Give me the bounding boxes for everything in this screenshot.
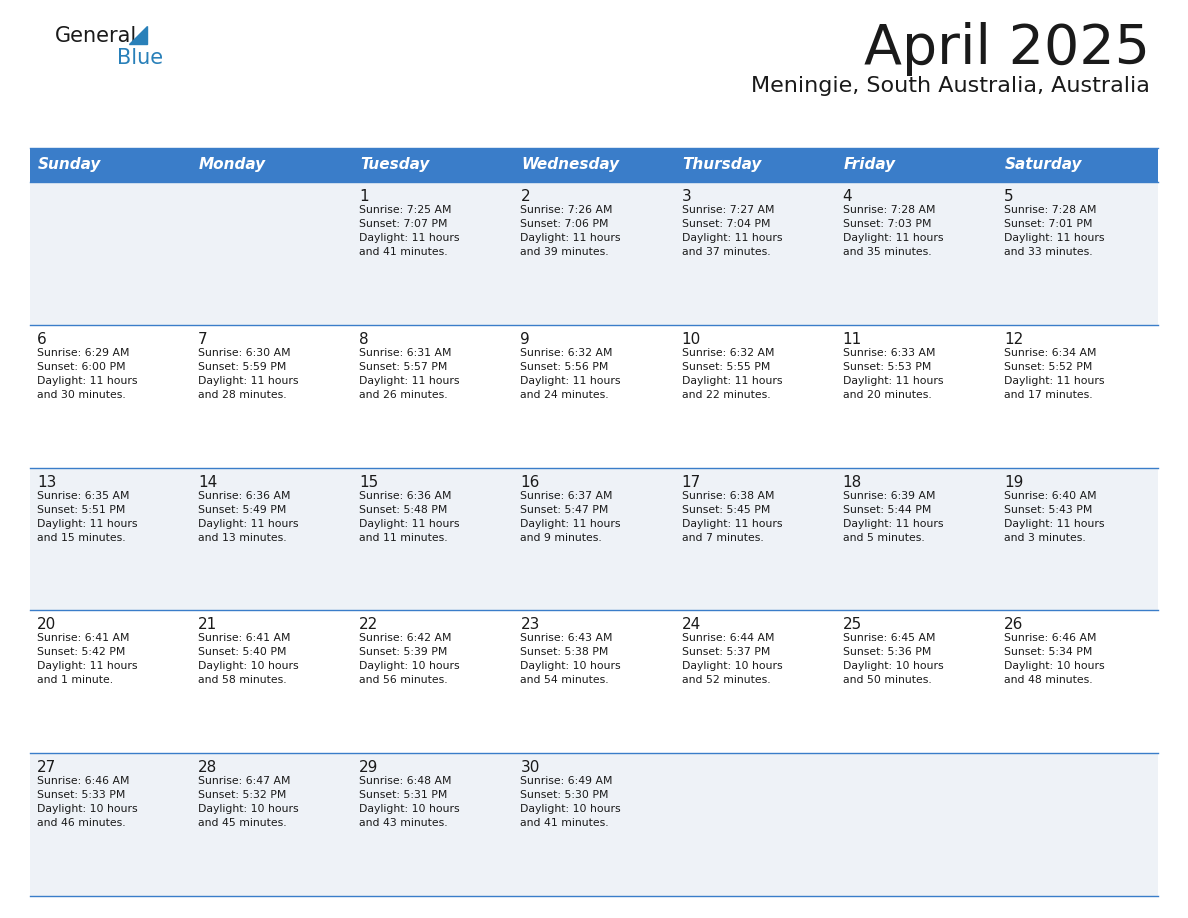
Text: Sunrise: 6:31 AM
Sunset: 5:57 PM
Daylight: 11 hours
and 26 minutes.: Sunrise: 6:31 AM Sunset: 5:57 PM Dayligh…	[359, 348, 460, 400]
Text: Sunrise: 6:35 AM
Sunset: 5:51 PM
Daylight: 11 hours
and 15 minutes.: Sunrise: 6:35 AM Sunset: 5:51 PM Dayligh…	[37, 490, 138, 543]
Text: Sunrise: 7:25 AM
Sunset: 7:07 PM
Daylight: 11 hours
and 41 minutes.: Sunrise: 7:25 AM Sunset: 7:07 PM Dayligh…	[359, 205, 460, 257]
Text: Sunrise: 6:33 AM
Sunset: 5:53 PM
Daylight: 11 hours
and 20 minutes.: Sunrise: 6:33 AM Sunset: 5:53 PM Dayligh…	[842, 348, 943, 400]
Text: Friday: Friday	[843, 158, 896, 173]
Text: 9: 9	[520, 331, 530, 347]
Text: Sunrise: 6:44 AM
Sunset: 5:37 PM
Daylight: 10 hours
and 52 minutes.: Sunrise: 6:44 AM Sunset: 5:37 PM Dayligh…	[682, 633, 782, 686]
Text: Sunrise: 6:42 AM
Sunset: 5:39 PM
Daylight: 10 hours
and 56 minutes.: Sunrise: 6:42 AM Sunset: 5:39 PM Dayligh…	[359, 633, 460, 686]
Bar	[30, 148, 1158, 182]
Text: 13: 13	[37, 475, 56, 489]
Text: 25: 25	[842, 618, 862, 633]
Text: Sunrise: 6:43 AM
Sunset: 5:38 PM
Daylight: 10 hours
and 54 minutes.: Sunrise: 6:43 AM Sunset: 5:38 PM Dayligh…	[520, 633, 621, 686]
Text: 26: 26	[1004, 618, 1023, 633]
Text: Meningie, South Australia, Australia: Meningie, South Australia, Australia	[751, 76, 1150, 96]
Bar	[30, 182, 1158, 325]
Bar	[30, 753, 1158, 896]
Text: Sunrise: 7:28 AM
Sunset: 7:01 PM
Daylight: 11 hours
and 33 minutes.: Sunrise: 7:28 AM Sunset: 7:01 PM Dayligh…	[1004, 205, 1105, 257]
Text: Sunrise: 6:41 AM
Sunset: 5:40 PM
Daylight: 10 hours
and 58 minutes.: Sunrise: 6:41 AM Sunset: 5:40 PM Dayligh…	[198, 633, 298, 686]
Text: 30: 30	[520, 760, 539, 775]
Text: 2: 2	[520, 189, 530, 204]
Text: Wednesday: Wednesday	[522, 158, 620, 173]
Text: Sunrise: 6:47 AM
Sunset: 5:32 PM
Daylight: 10 hours
and 45 minutes.: Sunrise: 6:47 AM Sunset: 5:32 PM Dayligh…	[198, 777, 298, 828]
Text: 7: 7	[198, 331, 208, 347]
Text: 27: 27	[37, 760, 56, 775]
Bar	[30, 325, 1158, 467]
Text: Sunrise: 7:26 AM
Sunset: 7:06 PM
Daylight: 11 hours
and 39 minutes.: Sunrise: 7:26 AM Sunset: 7:06 PM Dayligh…	[520, 205, 621, 257]
Text: Sunrise: 6:32 AM
Sunset: 5:55 PM
Daylight: 11 hours
and 22 minutes.: Sunrise: 6:32 AM Sunset: 5:55 PM Dayligh…	[682, 348, 782, 400]
Text: April 2025: April 2025	[864, 22, 1150, 76]
Text: Sunrise: 6:32 AM
Sunset: 5:56 PM
Daylight: 11 hours
and 24 minutes.: Sunrise: 6:32 AM Sunset: 5:56 PM Dayligh…	[520, 348, 621, 400]
Text: General: General	[55, 26, 138, 46]
Text: Sunrise: 6:37 AM
Sunset: 5:47 PM
Daylight: 11 hours
and 9 minutes.: Sunrise: 6:37 AM Sunset: 5:47 PM Dayligh…	[520, 490, 621, 543]
Text: Blue: Blue	[116, 48, 163, 68]
Text: Sunrise: 6:48 AM
Sunset: 5:31 PM
Daylight: 10 hours
and 43 minutes.: Sunrise: 6:48 AM Sunset: 5:31 PM Dayligh…	[359, 777, 460, 828]
Text: Sunrise: 6:36 AM
Sunset: 5:49 PM
Daylight: 11 hours
and 13 minutes.: Sunrise: 6:36 AM Sunset: 5:49 PM Dayligh…	[198, 490, 298, 543]
Text: 29: 29	[359, 760, 379, 775]
Text: Sunrise: 6:40 AM
Sunset: 5:43 PM
Daylight: 11 hours
and 3 minutes.: Sunrise: 6:40 AM Sunset: 5:43 PM Dayligh…	[1004, 490, 1105, 543]
Polygon shape	[129, 26, 147, 44]
Text: 15: 15	[359, 475, 379, 489]
Text: Thursday: Thursday	[683, 158, 762, 173]
Text: 10: 10	[682, 331, 701, 347]
Text: Sunrise: 6:38 AM
Sunset: 5:45 PM
Daylight: 11 hours
and 7 minutes.: Sunrise: 6:38 AM Sunset: 5:45 PM Dayligh…	[682, 490, 782, 543]
Text: Sunrise: 6:30 AM
Sunset: 5:59 PM
Daylight: 11 hours
and 28 minutes.: Sunrise: 6:30 AM Sunset: 5:59 PM Dayligh…	[198, 348, 298, 400]
Text: Sunrise: 6:41 AM
Sunset: 5:42 PM
Daylight: 11 hours
and 1 minute.: Sunrise: 6:41 AM Sunset: 5:42 PM Dayligh…	[37, 633, 138, 686]
Text: 5: 5	[1004, 189, 1013, 204]
Text: Sunrise: 6:36 AM
Sunset: 5:48 PM
Daylight: 11 hours
and 11 minutes.: Sunrise: 6:36 AM Sunset: 5:48 PM Dayligh…	[359, 490, 460, 543]
Text: 11: 11	[842, 331, 862, 347]
Text: 8: 8	[359, 331, 369, 347]
Text: 19: 19	[1004, 475, 1023, 489]
Text: 16: 16	[520, 475, 539, 489]
Text: 4: 4	[842, 189, 852, 204]
Text: Sunrise: 7:27 AM
Sunset: 7:04 PM
Daylight: 11 hours
and 37 minutes.: Sunrise: 7:27 AM Sunset: 7:04 PM Dayligh…	[682, 205, 782, 257]
Text: 1: 1	[359, 189, 369, 204]
Text: 22: 22	[359, 618, 379, 633]
Text: 18: 18	[842, 475, 862, 489]
Text: 20: 20	[37, 618, 56, 633]
Text: 6: 6	[37, 331, 46, 347]
Text: 17: 17	[682, 475, 701, 489]
Bar	[30, 467, 1158, 610]
Text: 23: 23	[520, 618, 539, 633]
Text: 28: 28	[198, 760, 217, 775]
Text: Tuesday: Tuesday	[360, 158, 430, 173]
Text: Sunrise: 6:34 AM
Sunset: 5:52 PM
Daylight: 11 hours
and 17 minutes.: Sunrise: 6:34 AM Sunset: 5:52 PM Dayligh…	[1004, 348, 1105, 400]
Text: Sunday: Sunday	[38, 158, 101, 173]
Text: 12: 12	[1004, 331, 1023, 347]
Text: Monday: Monday	[200, 158, 266, 173]
Bar	[30, 610, 1158, 753]
Text: Sunrise: 6:46 AM
Sunset: 5:34 PM
Daylight: 10 hours
and 48 minutes.: Sunrise: 6:46 AM Sunset: 5:34 PM Dayligh…	[1004, 633, 1105, 686]
Text: Sunrise: 6:49 AM
Sunset: 5:30 PM
Daylight: 10 hours
and 41 minutes.: Sunrise: 6:49 AM Sunset: 5:30 PM Dayligh…	[520, 777, 621, 828]
Text: Sunrise: 6:46 AM
Sunset: 5:33 PM
Daylight: 10 hours
and 46 minutes.: Sunrise: 6:46 AM Sunset: 5:33 PM Dayligh…	[37, 777, 138, 828]
Text: 3: 3	[682, 189, 691, 204]
Text: 14: 14	[198, 475, 217, 489]
Text: Sunrise: 6:45 AM
Sunset: 5:36 PM
Daylight: 10 hours
and 50 minutes.: Sunrise: 6:45 AM Sunset: 5:36 PM Dayligh…	[842, 633, 943, 686]
Text: Saturday: Saturday	[1005, 158, 1082, 173]
Text: Sunrise: 6:39 AM
Sunset: 5:44 PM
Daylight: 11 hours
and 5 minutes.: Sunrise: 6:39 AM Sunset: 5:44 PM Dayligh…	[842, 490, 943, 543]
Text: 24: 24	[682, 618, 701, 633]
Text: Sunrise: 6:29 AM
Sunset: 6:00 PM
Daylight: 11 hours
and 30 minutes.: Sunrise: 6:29 AM Sunset: 6:00 PM Dayligh…	[37, 348, 138, 400]
Text: Sunrise: 7:28 AM
Sunset: 7:03 PM
Daylight: 11 hours
and 35 minutes.: Sunrise: 7:28 AM Sunset: 7:03 PM Dayligh…	[842, 205, 943, 257]
Text: 21: 21	[198, 618, 217, 633]
